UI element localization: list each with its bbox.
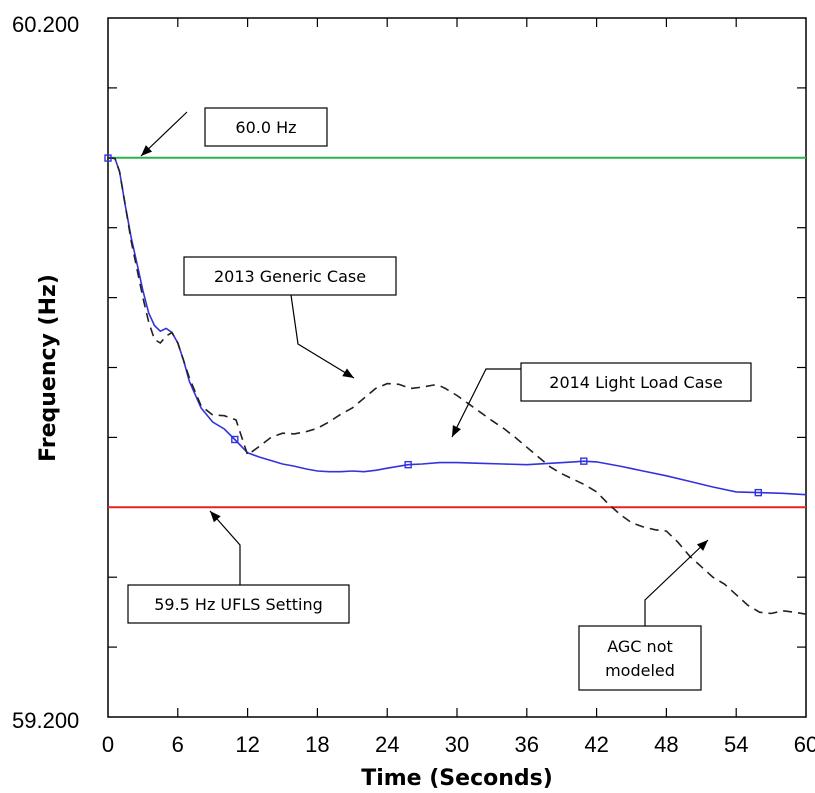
annotation-arrowhead — [452, 425, 461, 437]
x-tick-label: 54 — [724, 732, 748, 757]
annotation-arrowhead — [696, 540, 708, 551]
annotations: 60.0 Hz 2013 Generic Case 2014 Light Load … — [127, 107, 752, 691]
annotation-arrowhead — [141, 145, 153, 156]
series-marker — [754, 488, 763, 497]
x-tick-label: 6 — [172, 732, 184, 757]
x-tick-label: 12 — [235, 732, 259, 757]
reference-lines — [108, 156, 806, 509]
annotation-box — [127, 584, 350, 624]
annotation-arrow-line — [451, 368, 521, 438]
series-line-0 — [108, 157, 807, 496]
annotation-box — [578, 625, 702, 691]
annotation-arrowhead — [342, 368, 354, 378]
y-tick-label-max: 60.200 — [12, 12, 79, 37]
x-tick-label: 0 — [102, 732, 114, 757]
annotation-arrowhead — [210, 511, 221, 523]
series-line-1 — [108, 157, 807, 615]
series-marker — [104, 154, 112, 162]
x-axis-title: Time (Seconds) — [361, 766, 553, 791]
y-tick-label-min: 59.200 — [12, 708, 79, 733]
annotation-arrow-line — [290, 294, 355, 379]
x-tick-label: 60 — [794, 732, 815, 757]
annotation-text: 59.5 Hz UFLS Setting — [154, 595, 323, 614]
x-tick-label: 24 — [375, 732, 399, 757]
annotation-text: modeled — [605, 661, 675, 680]
annotation-text: 2014 Light Load Case — [549, 373, 722, 392]
series-markers — [104, 154, 763, 497]
series-marker — [580, 457, 588, 465]
y-axis-title: Frequency (Hz) — [36, 274, 61, 462]
annotation-text: AGC not — [607, 637, 673, 656]
series-marker — [231, 435, 239, 444]
x-tick-label: 36 — [515, 732, 539, 757]
x-tick-label: 48 — [654, 732, 678, 757]
x-tick-label: 18 — [305, 732, 329, 757]
annotation-arrow-line — [644, 539, 709, 626]
series-lines — [108, 157, 807, 615]
series-marker — [404, 460, 412, 469]
annotation-box — [183, 256, 397, 296]
x-tick-label: 42 — [584, 732, 608, 757]
x-tick-label: 30 — [445, 732, 469, 757]
annotation-box — [520, 362, 752, 402]
annotation-text: 2013 Generic Case — [214, 267, 366, 286]
annotation-arrow-line — [209, 510, 241, 585]
tick-labels: 0 6 12 18 24 30 36 42 48 54 60 — [102, 732, 815, 757]
annotation-box — [204, 107, 328, 147]
annotation-text: 60.0 Hz — [235, 118, 296, 137]
